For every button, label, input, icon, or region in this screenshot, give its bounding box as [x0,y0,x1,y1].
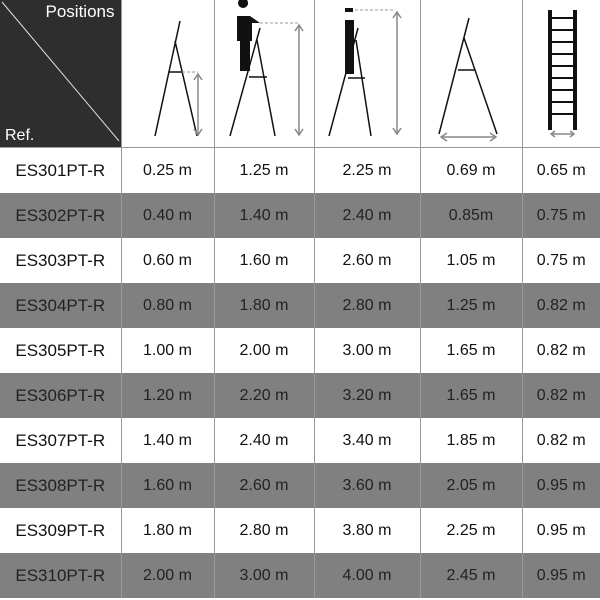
value-cell: 3.80 m [313,508,420,553]
value-cell: 3.20 m [313,373,420,418]
table-row: ES306PT-R 1.20 m 2.20 m 3.20 m 1.65 m 0.82 m [0,373,600,418]
table-row: ES303PT-R 0.60 m 1.60 m 2.60 m 1.05 m 0.75 m [0,238,600,283]
header-corner: Positions Ref. [0,0,121,148]
value-cell: 2.05 m [419,463,522,508]
stepladder-reach-height-man-icon [313,0,420,148]
value-cell: 0.82 m [521,283,600,328]
value-cell: 0.75 m [521,193,600,238]
table-row: ES307PT-R 1.40 m 2.40 m 3.40 m 1.85 m 0.82 m [0,418,600,463]
value-cell: 2.40 m [313,193,420,238]
value-cell: 1.05 m [419,238,522,283]
value-cell: 2.25 m [313,147,420,193]
stepladder-working-height-man-icon [213,0,314,148]
value-cell: 2.60 m [213,463,314,508]
header-row: Positions Ref. [0,0,600,148]
ref-label: Ref. [5,127,35,144]
value-cell: 3.40 m [313,418,420,463]
value-cell: 0.75 m [521,238,600,283]
value-cell: 0.65 m [521,147,600,193]
ref-cell: ES302PT-R [0,193,121,238]
ref-cell: ES301PT-R [15,160,106,180]
value-cell: 1.80 m [213,283,314,328]
value-cell: 0.40 m [120,193,214,238]
table-row: ES301PT-R 0.25 m 1.25 m 2.25 m 0.69 m 0.65 m [0,147,600,193]
value-cell: 0.60 m [120,238,214,283]
ref-cell: ES310PT-R [0,553,121,598]
ref-cell: ES309PT-R [15,520,106,540]
value-cell: 2.00 m [213,328,314,373]
value-cell: 1.60 m [120,463,214,508]
value-cell: 1.60 m [213,238,314,283]
value-cell: 0.25 m [120,147,214,193]
value-cell: 3.60 m [313,463,420,508]
value-cell: 4.00 m [313,553,420,598]
value-cell: 1.40 m [120,418,214,463]
value-cell: 0.82 m [521,328,600,373]
value-cell: 1.25 m [213,147,314,193]
value-cell: 2.45 m [419,553,522,598]
value-cell: 2.00 m [120,553,214,598]
value-cell: 0.82 m [521,418,600,463]
value-cell: 0.85m [419,193,522,238]
table-row: ES302PT-R 0.40 m 1.40 m 2.40 m 0.85m 0.75 m [0,193,600,238]
ref-cell: ES306PT-R [0,373,121,418]
value-cell: 0.95 m [521,508,600,553]
value-cell: 2.40 m [213,418,314,463]
value-cell: 1.20 m [120,373,214,418]
value-cell: 0.80 m [120,283,214,328]
value-cell: 1.40 m [213,193,314,238]
table-row: ES308PT-R 1.60 m 2.60 m 3.60 m 2.05 m 0.95 m [0,463,600,508]
value-cell: 2.60 m [313,238,420,283]
ref-cell: ES308PT-R [0,463,121,508]
value-cell: 1.85 m [419,418,522,463]
value-cell: 3.00 m [313,328,420,373]
value-cell: 2.20 m [213,373,314,418]
value-cell: 1.80 m [120,508,214,553]
ref-cell: ES305PT-R [15,340,106,360]
value-cell: 2.80 m [213,508,314,553]
value-cell: 2.80 m [313,283,420,328]
value-cell: 0.82 m [521,373,600,418]
value-cell: 2.25 m [419,508,522,553]
value-cell: 1.65 m [419,373,522,418]
value-cell: 0.95 m [521,463,600,508]
value-cell: 0.95 m [521,553,600,598]
ref-cell: ES304PT-R [0,283,121,328]
positions-label: Positions [45,2,115,21]
value-cell: 0.69 m [419,147,522,193]
value-cell: 3.00 m [213,553,314,598]
value-cell: 1.65 m [419,328,522,373]
diagonal-divider [1,1,120,142]
table-row: ES310PT-R 2.00 m 3.00 m 4.00 m 2.45 m 0.95 m [0,553,600,598]
value-cell: 1.00 m [120,328,214,373]
stepladder-step-height-icon [120,0,214,148]
stepladder-base-width-icon [419,0,522,148]
ref-cell: ES303PT-R [15,250,106,270]
ladder-width-icon [521,0,600,148]
table-row: ES305PT-R 1.00 m 2.00 m 3.00 m 1.65 m 0.82 m [0,328,600,373]
ref-cell: ES307PT-R [15,430,106,450]
table-row: ES304PT-R 0.80 m 1.80 m 2.80 m 1.25 m 0.82 m [0,283,600,328]
table-row: ES309PT-R 1.80 m 2.80 m 3.80 m 2.25 m 0.95 m [0,508,600,553]
value-cell: 1.25 m [419,283,522,328]
